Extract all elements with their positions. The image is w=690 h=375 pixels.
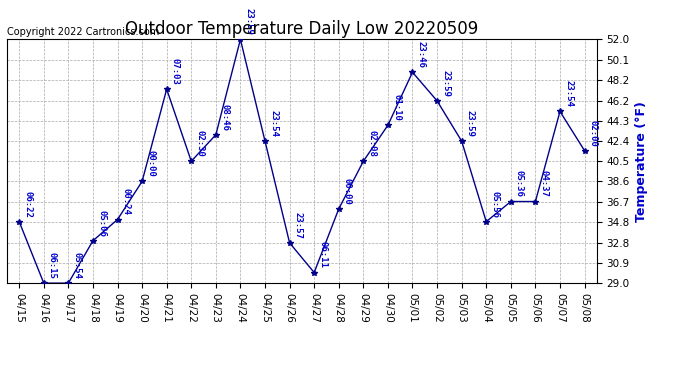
- Text: 08:46: 08:46: [220, 104, 229, 130]
- Text: Copyright 2022 Cartronics.com: Copyright 2022 Cartronics.com: [7, 27, 159, 37]
- Text: 06:22: 06:22: [23, 190, 32, 217]
- Text: 23:59: 23:59: [441, 70, 451, 97]
- Text: 23:59: 23:59: [466, 110, 475, 137]
- Text: 01:10: 01:10: [392, 94, 401, 121]
- Text: 06:15: 06:15: [48, 252, 57, 279]
- Text: 00:00: 00:00: [343, 178, 352, 205]
- Text: 00:00: 00:00: [146, 150, 155, 177]
- Y-axis label: Temperature (°F): Temperature (°F): [635, 101, 649, 222]
- Title: Outdoor Temperature Daily Low 20220509: Outdoor Temperature Daily Low 20220509: [126, 20, 478, 38]
- Text: 05:06: 05:06: [97, 210, 106, 237]
- Text: 23:54: 23:54: [269, 110, 278, 137]
- Text: 23:59: 23:59: [244, 8, 254, 35]
- Text: 02:00: 02:00: [589, 120, 598, 147]
- Text: 02:30: 02:30: [195, 130, 204, 157]
- Text: 23:54: 23:54: [564, 80, 573, 107]
- Text: 23:57: 23:57: [294, 212, 303, 238]
- Text: 05:54: 05:54: [72, 252, 81, 279]
- Text: 07:03: 07:03: [171, 58, 180, 85]
- Text: 04:37: 04:37: [540, 171, 549, 197]
- Text: 00:24: 00:24: [121, 189, 130, 215]
- Text: 05:56: 05:56: [491, 190, 500, 217]
- Text: 06:11: 06:11: [318, 242, 327, 268]
- Text: 05:36: 05:36: [515, 171, 524, 197]
- Text: 02:08: 02:08: [368, 130, 377, 157]
- Text: 23:46: 23:46: [417, 41, 426, 68]
